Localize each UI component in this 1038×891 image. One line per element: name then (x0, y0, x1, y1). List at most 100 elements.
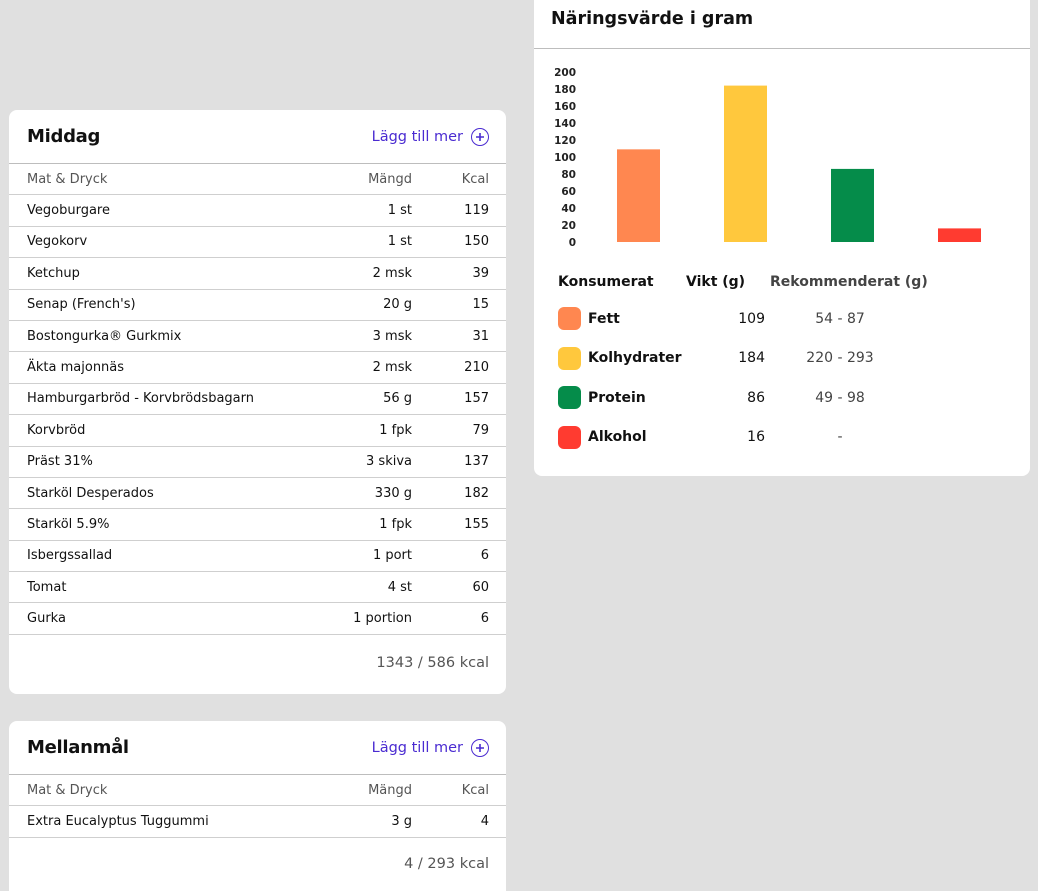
legend-name: Protein (588, 389, 646, 406)
food-name: Bostongurka® Gurkmix (27, 328, 182, 344)
col-header-kcal: Kcal (461, 171, 489, 187)
table-row[interactable]: Bostongurka® Gurkmix 3 msk 31 (9, 321, 506, 353)
col-header-amount: Mängd (368, 171, 412, 187)
food-kcal: 119 (464, 203, 489, 219)
table-row[interactable]: Extra Eucalyptus Tuggummi 3 g 4 (9, 806, 506, 838)
food-name: Isbergssallad (27, 548, 113, 564)
legend-name: Kolhydrater (588, 350, 682, 367)
add-more-button[interactable]: Lägg till mer (371, 738, 489, 757)
bar-alkohol (938, 228, 981, 242)
table-row[interactable]: Starköl 5.9% 1 fpk 155 (9, 509, 506, 541)
meal-title: Mellanmål (27, 737, 129, 758)
legend-recommended: - (837, 429, 843, 446)
plus-circle-icon (471, 127, 489, 146)
food-amount: 3 msk (372, 328, 412, 344)
table-row[interactable]: Isbergssallad 1 port 6 (9, 541, 506, 573)
table-row[interactable]: Vegokorv 1 st 150 (9, 227, 506, 259)
food-kcal: 39 (472, 265, 489, 281)
legend-weight: 86 (747, 389, 765, 406)
add-more-button[interactable]: Lägg till mer (371, 127, 489, 146)
food-amount: 56 g (383, 391, 412, 407)
food-amount: 1 fpk (379, 516, 412, 532)
food-kcal: 6 (480, 548, 489, 564)
y-tick-label: 80 (561, 169, 576, 181)
food-amount: 2 msk (372, 265, 412, 281)
col-header-name: Mat & Dryck (27, 782, 108, 798)
food-name: Gurka (27, 611, 66, 627)
y-tick-label: 160 (554, 101, 576, 113)
nutrition-legend: Konsumerat Vikt (g) Rekommenderat (g) Fe… (558, 270, 1018, 457)
food-amount: 3 g (391, 814, 412, 830)
y-tick-label: 0 (569, 237, 576, 249)
legend-header: Konsumerat Vikt (g) Rekommenderat (g) (558, 270, 1018, 294)
food-name: Extra Eucalyptus Tuggummi (27, 814, 209, 830)
legend-name: Fett (588, 310, 620, 327)
y-tick-label: 140 (554, 118, 576, 130)
legend-recommended: 220 - 293 (806, 350, 874, 367)
food-kcal: 6 (480, 611, 489, 627)
y-tick-label: 120 (554, 135, 576, 147)
table-header: Mat & Dryck Mängd Kcal (9, 164, 506, 196)
food-amount: 330 g (374, 485, 412, 501)
food-name: Senap (French's) (27, 297, 136, 313)
col-header-kcal: Kcal (461, 782, 489, 798)
food-amount: 2 msk (372, 360, 412, 376)
y-tick-label: 40 (561, 203, 576, 215)
kolhydrater-color-swatch (558, 346, 581, 370)
table-row[interactable]: Senap (French's) 20 g 15 (9, 290, 506, 321)
food-kcal: 157 (464, 391, 489, 407)
food-amount: 1 st (387, 234, 412, 250)
col-header-name: Mat & Dryck (27, 171, 108, 187)
meal-card-middag: Middag Lägg till mer Mat & Dryck Mängd K… (9, 110, 506, 694)
food-kcal: 31 (472, 328, 489, 344)
alkohol-color-swatch (558, 425, 581, 449)
legend-weight: 184 (738, 350, 765, 367)
table-row[interactable]: Starköl Desperados 330 g 182 (9, 478, 506, 510)
bar-kolhydrater (724, 85, 767, 242)
food-amount: 1 portion (353, 611, 412, 627)
food-kcal: 137 (464, 454, 489, 470)
food-kcal: 79 (472, 422, 489, 438)
table-row[interactable]: Hamburgarbröd - Korvbrödsbagarn 56 g 157 (9, 384, 506, 416)
table-row[interactable]: Präst 31% 3 skiva 137 (9, 447, 506, 478)
meal-header: Middag Lägg till mer (9, 110, 506, 164)
add-more-label: Lägg till mer (371, 128, 463, 145)
food-kcal: 150 (464, 234, 489, 250)
add-more-label: Lägg till mer (371, 739, 463, 756)
table-row[interactable]: Äkta majonnäs 2 msk 210 (9, 352, 506, 384)
food-name: Starköl 5.9% (27, 516, 110, 532)
legend-header-weight: Vikt (g) (686, 274, 746, 290)
table-header: Mat & Dryck Mängd Kcal (9, 775, 506, 807)
food-kcal: 15 (472, 297, 489, 313)
table-row[interactable]: Vegoburgare 1 st 119 (9, 195, 506, 227)
food-kcal: 60 (472, 579, 489, 595)
legend-recommended: 54 - 87 (815, 310, 865, 327)
food-kcal: 182 (464, 485, 489, 501)
meal-header: Mellanmål Lägg till mer (9, 721, 506, 775)
food-name: Tomat (27, 579, 67, 595)
food-name: Starköl Desperados (27, 485, 154, 501)
col-header-amount: Mängd (368, 782, 412, 798)
table-row[interactable]: Korvbröd 1 fpk 79 (9, 415, 506, 447)
food-amount: 1 st (387, 203, 412, 219)
y-tick-label: 100 (554, 152, 576, 164)
food-amount: 20 g (383, 297, 412, 313)
chart-title: Näringsvärde i gram (534, 0, 1030, 49)
food-kcal: 155 (464, 516, 489, 532)
legend-row-protein: Protein 86 49 - 98 (558, 378, 1018, 418)
meal-total-kcal: 4 / 293 kcal (404, 855, 489, 872)
table-row[interactable]: Tomat 4 st 60 (9, 572, 506, 604)
bar-protein (831, 168, 874, 242)
table-row[interactable]: Gurka 1 portion 6 (9, 603, 506, 635)
legend-header-recommended: Rekommenderat (g) (770, 274, 928, 290)
food-amount: 1 port (372, 548, 412, 564)
y-tick-label: 60 (561, 186, 576, 198)
protein-color-swatch (558, 386, 581, 410)
bar-fett (617, 149, 660, 242)
fett-color-swatch (558, 307, 581, 331)
food-name: Hamburgarbröd - Korvbrödsbagarn (27, 391, 254, 407)
table-row[interactable]: Ketchup 2 msk 39 (9, 258, 506, 290)
meal-total-kcal: 1343 / 586 kcal (376, 654, 489, 671)
food-amount: 1 fpk (379, 422, 412, 438)
legend-recommended: 49 - 98 (815, 389, 865, 406)
